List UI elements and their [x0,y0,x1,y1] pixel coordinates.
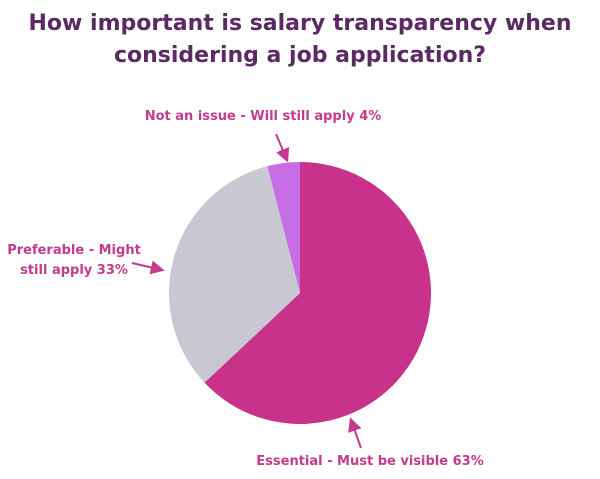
chart-title: How important is salary transparency whe… [0,8,600,72]
slice-label-preferable-line-2: still apply 33% [20,263,128,278]
arrow-preferable [131,260,165,275]
slice-label-essential: Essential - Must be visible 63% [256,454,483,469]
chart-title-line-1: How important is salary transparency whe… [28,11,572,36]
pie-slices [169,162,431,424]
slice-label-not-an-issue: Not an issue - Will still apply 4% [145,109,382,124]
arrow-not-an-issue [275,133,290,163]
slice-essential [204,162,431,424]
arrow-essential [348,417,362,449]
slice-not-an-issue [267,162,300,293]
slice-label-preferable-line-1: Preferable - Might [7,243,141,258]
chart-title-line-2: considering a job application? [113,43,487,68]
slice-preferable [169,166,300,383]
